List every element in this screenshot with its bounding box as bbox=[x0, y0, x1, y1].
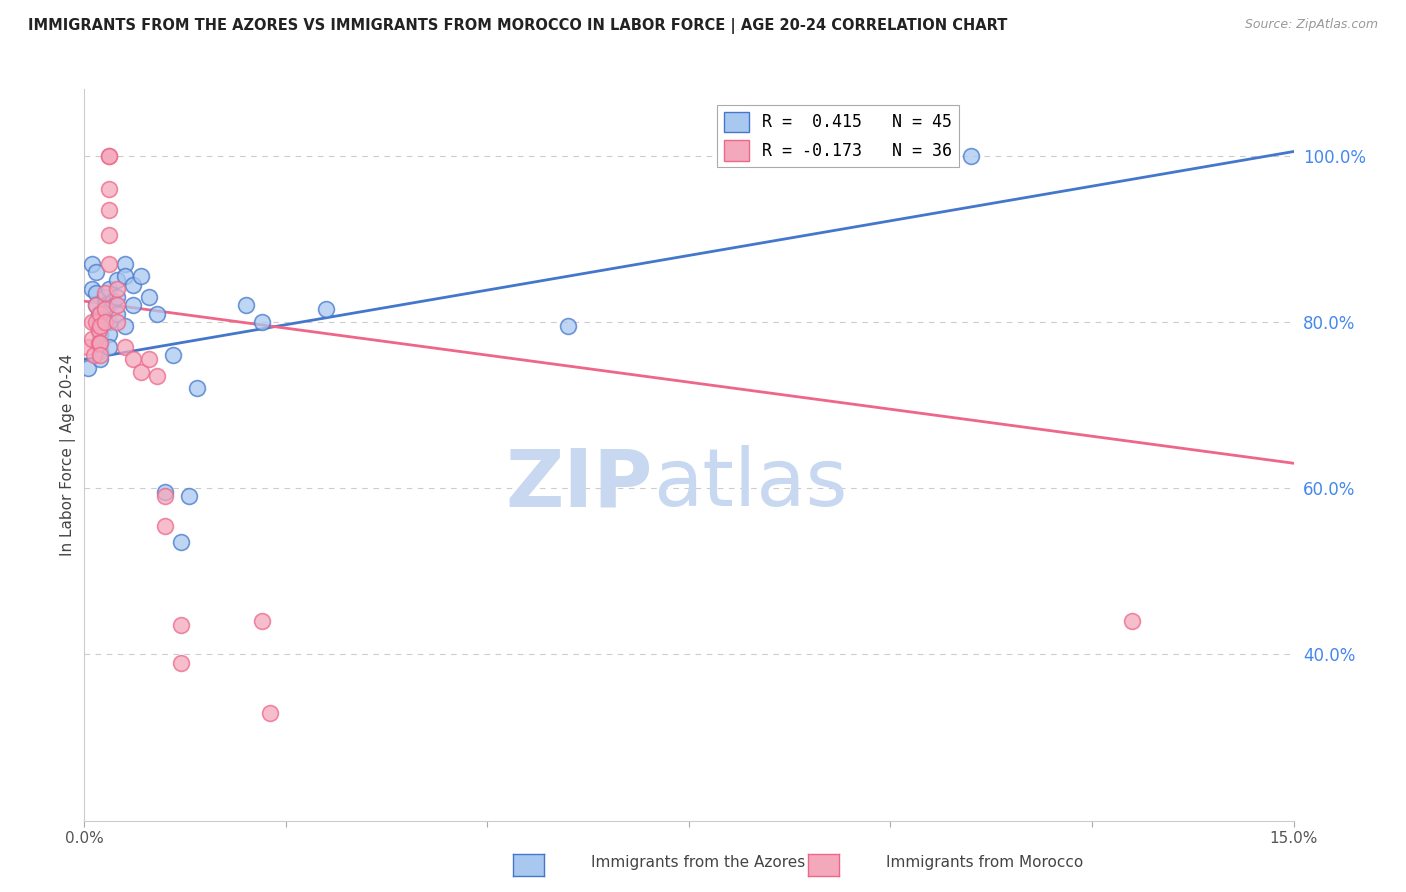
Point bbox=[114, 340, 136, 354]
Text: atlas: atlas bbox=[652, 445, 846, 524]
Point bbox=[153, 490, 176, 504]
Point bbox=[87, 323, 110, 337]
Point bbox=[89, 335, 111, 350]
Point bbox=[146, 368, 169, 383]
Point bbox=[129, 269, 152, 284]
Point bbox=[114, 257, 136, 271]
Point bbox=[97, 202, 120, 217]
Text: IMMIGRANTS FROM THE AZORES VS IMMIGRANTS FROM MOROCCO IN LABOR FORCE | AGE 20-24: IMMIGRANTS FROM THE AZORES VS IMMIGRANTS… bbox=[28, 18, 1008, 34]
Point bbox=[97, 149, 120, 163]
Point bbox=[93, 290, 115, 304]
Point bbox=[97, 298, 120, 312]
Point bbox=[87, 323, 110, 337]
Point bbox=[105, 315, 128, 329]
Point bbox=[186, 381, 208, 395]
Point bbox=[89, 307, 111, 321]
Point bbox=[93, 315, 115, 329]
Point bbox=[1121, 614, 1143, 628]
Point bbox=[89, 352, 111, 367]
Point bbox=[86, 298, 108, 312]
Point bbox=[77, 360, 100, 375]
Point bbox=[82, 332, 104, 346]
Point bbox=[129, 365, 152, 379]
Point bbox=[89, 307, 111, 321]
Point bbox=[235, 298, 257, 312]
Point bbox=[97, 227, 120, 242]
Point bbox=[83, 348, 105, 362]
Point bbox=[162, 348, 184, 362]
Point bbox=[93, 315, 115, 329]
Point bbox=[87, 315, 110, 329]
Point bbox=[77, 340, 100, 354]
Point bbox=[97, 149, 120, 163]
Text: Immigrants from the Azores: Immigrants from the Azores bbox=[591, 855, 804, 870]
Point bbox=[89, 348, 111, 362]
Point bbox=[82, 315, 104, 329]
Point bbox=[105, 298, 128, 312]
Point bbox=[86, 265, 108, 279]
Point bbox=[89, 319, 111, 334]
Point bbox=[89, 344, 111, 359]
Point bbox=[121, 298, 143, 312]
Point bbox=[93, 285, 115, 300]
Point bbox=[97, 282, 120, 296]
Point bbox=[170, 535, 193, 549]
Point bbox=[97, 327, 120, 342]
Point bbox=[138, 352, 160, 367]
Point bbox=[179, 490, 201, 504]
Point bbox=[82, 257, 104, 271]
Point bbox=[105, 282, 128, 296]
Point bbox=[89, 327, 111, 342]
Point bbox=[93, 298, 115, 312]
Point bbox=[86, 315, 108, 329]
Point bbox=[97, 182, 120, 196]
Point bbox=[93, 302, 115, 317]
Text: Source: ZipAtlas.com: Source: ZipAtlas.com bbox=[1244, 18, 1378, 31]
Point bbox=[170, 656, 193, 670]
Point bbox=[121, 277, 143, 292]
Point bbox=[105, 273, 128, 287]
Point bbox=[89, 315, 111, 329]
Point bbox=[960, 149, 983, 163]
Point bbox=[121, 352, 143, 367]
Point bbox=[138, 290, 160, 304]
Point bbox=[97, 257, 120, 271]
Point bbox=[259, 706, 281, 720]
Point bbox=[89, 335, 111, 350]
Y-axis label: In Labor Force | Age 20-24: In Labor Force | Age 20-24 bbox=[60, 354, 76, 556]
Point bbox=[86, 298, 108, 312]
Point bbox=[315, 302, 337, 317]
Point bbox=[82, 282, 104, 296]
Point bbox=[86, 285, 108, 300]
Point bbox=[97, 315, 120, 329]
Point bbox=[114, 269, 136, 284]
Point bbox=[146, 307, 169, 321]
Point bbox=[87, 335, 110, 350]
Point bbox=[153, 518, 176, 533]
Point bbox=[87, 307, 110, 321]
Point bbox=[153, 485, 176, 500]
Point bbox=[557, 319, 579, 334]
Point bbox=[97, 340, 120, 354]
Point bbox=[250, 614, 273, 628]
Point bbox=[105, 290, 128, 304]
Legend: R =  0.415   N = 45, R = -0.173   N = 36: R = 0.415 N = 45, R = -0.173 N = 36 bbox=[717, 105, 959, 167]
Point bbox=[105, 307, 128, 321]
Point bbox=[170, 618, 193, 632]
Point bbox=[250, 315, 273, 329]
Point bbox=[114, 319, 136, 334]
Text: ZIP: ZIP bbox=[505, 445, 652, 524]
Text: Immigrants from Morocco: Immigrants from Morocco bbox=[886, 855, 1083, 870]
Point bbox=[101, 294, 124, 309]
